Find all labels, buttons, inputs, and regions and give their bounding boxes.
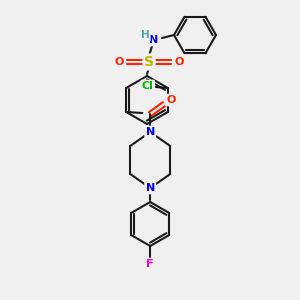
Text: S: S — [144, 55, 154, 69]
Text: O: O — [167, 95, 176, 105]
Text: O: O — [174, 57, 184, 67]
Text: N: N — [146, 127, 155, 137]
Text: F: F — [146, 259, 154, 269]
Text: N: N — [149, 35, 159, 45]
Text: Cl: Cl — [142, 81, 154, 91]
Text: O: O — [114, 57, 124, 67]
Text: N: N — [146, 183, 155, 193]
Text: H: H — [141, 30, 149, 40]
